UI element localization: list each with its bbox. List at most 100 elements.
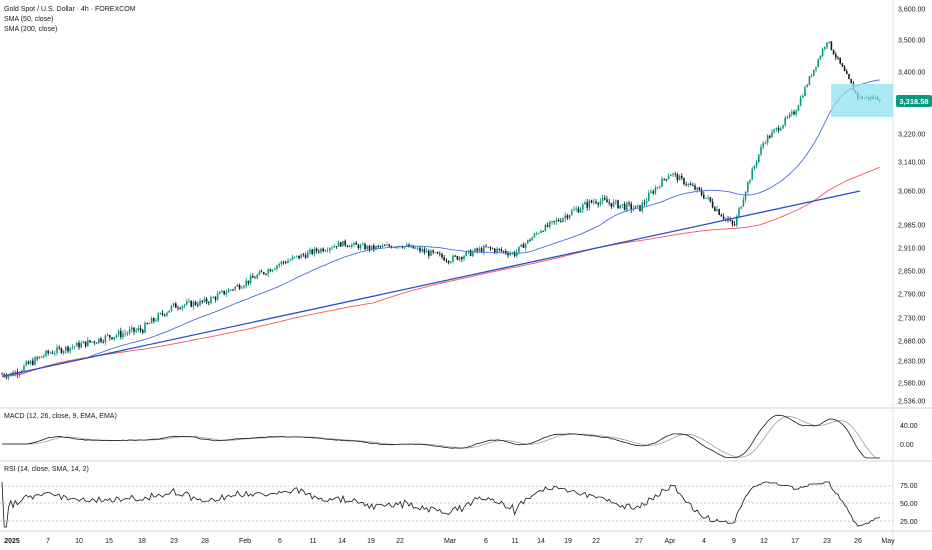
time-tick-label: 7 <box>46 538 50 545</box>
candle <box>278 262 280 269</box>
price-tick-label: 3,500.00 <box>898 38 925 45</box>
candle <box>711 198 714 209</box>
sma50-line[interactable] <box>1 79 880 377</box>
candle <box>212 295 214 298</box>
candle <box>126 331 129 336</box>
candle <box>194 300 197 306</box>
candle <box>555 217 558 225</box>
candle <box>100 336 102 344</box>
macd-label[interactable]: MACD (12, 26, close, 9, EMA, EMA) <box>4 413 117 420</box>
candle <box>443 254 445 262</box>
candle <box>183 303 186 309</box>
candle <box>608 198 610 206</box>
candle <box>414 246 417 249</box>
candle <box>331 245 333 250</box>
candle <box>128 326 131 336</box>
sma200-line[interactable] <box>1 166 880 377</box>
candle <box>302 253 305 257</box>
candle <box>615 199 617 205</box>
indicator-sma200-label[interactable]: SMA (200, close) <box>4 26 57 33</box>
time-tick-label: 14 <box>338 538 346 545</box>
candle <box>808 75 811 86</box>
candle <box>439 251 441 257</box>
candle <box>192 300 195 310</box>
candle <box>722 213 725 221</box>
candle <box>221 289 223 293</box>
candle <box>309 247 311 256</box>
candle <box>489 246 492 251</box>
candle <box>230 289 232 292</box>
candle <box>364 242 366 250</box>
candle <box>113 336 115 342</box>
last-price-value: 3,318.58 <box>899 97 928 106</box>
candle <box>47 349 49 356</box>
rsi-lines <box>0 481 893 528</box>
price-tick-label: 3,060.00 <box>898 189 925 196</box>
rsi-line <box>1 481 880 528</box>
time-axis[interactable]: 2025 7 10 15 18 23 28 Feb 6 11 14 19 22 Mar 6 11 14 19 22 2… <box>4 538 895 545</box>
candle <box>386 242 388 246</box>
time-tick-label: 2025 <box>4 538 20 545</box>
candle <box>584 200 586 205</box>
candle <box>227 287 230 293</box>
trendline[interactable] <box>1 190 861 378</box>
time-tick-label: 19 <box>367 538 375 545</box>
candle <box>520 244 522 247</box>
candle <box>344 239 346 247</box>
candle <box>835 51 837 61</box>
indicator-sma50-label[interactable]: SMA (50, close) <box>4 16 53 23</box>
candle <box>599 198 602 207</box>
candle <box>219 290 221 295</box>
candle <box>797 104 800 112</box>
time-tick-label: 9 <box>732 538 736 545</box>
time-tick-label: 19 <box>564 538 572 545</box>
candle <box>54 350 56 357</box>
candle <box>454 254 456 257</box>
candle <box>271 269 274 273</box>
candle <box>720 213 723 217</box>
candle <box>694 183 696 191</box>
candle <box>324 248 327 253</box>
rsi-label[interactable]: RSI (14, close, SMA, 14, 2) <box>4 466 89 473</box>
candle <box>115 333 118 339</box>
time-tick-label: Mar <box>444 538 457 545</box>
candle <box>161 310 164 317</box>
candle <box>577 206 580 213</box>
candle <box>843 65 846 72</box>
candle <box>667 173 670 180</box>
candle <box>769 134 771 140</box>
candle <box>806 83 808 88</box>
consolidation-box[interactable] <box>831 84 893 117</box>
candle <box>67 345 69 354</box>
time-tick-label: 6 <box>484 538 488 545</box>
candle <box>692 182 694 187</box>
candle <box>179 306 181 310</box>
candle <box>49 351 52 354</box>
overlay-lines <box>1 79 880 378</box>
candle <box>269 268 272 272</box>
price-tick-label: 3,400.00 <box>898 70 925 77</box>
candle <box>795 108 797 118</box>
candle <box>296 255 298 258</box>
candle <box>434 251 437 254</box>
candle <box>368 244 371 253</box>
candle <box>428 248 430 259</box>
candle <box>201 300 203 305</box>
candle <box>656 186 659 190</box>
candle <box>817 58 819 68</box>
candle <box>311 248 313 256</box>
candle <box>848 73 850 80</box>
candle <box>461 256 463 263</box>
candle <box>458 256 461 262</box>
candle <box>771 129 773 138</box>
candle <box>91 341 93 344</box>
candle <box>529 238 531 242</box>
candle <box>837 55 839 60</box>
candle <box>93 340 96 346</box>
time-tick-label: 22 <box>592 538 600 545</box>
candle <box>384 243 386 247</box>
candle <box>788 112 791 119</box>
candle <box>430 249 432 256</box>
candle <box>566 213 569 221</box>
